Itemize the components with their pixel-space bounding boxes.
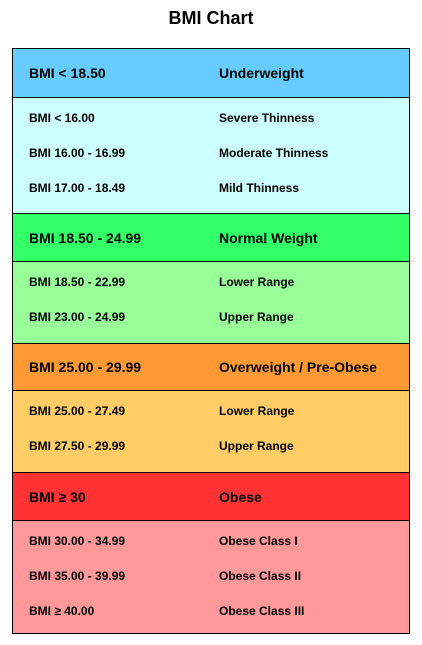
- row-range: BMI 35.00 - 39.99: [29, 568, 126, 583]
- row-category: Mild Thinness: [219, 180, 300, 195]
- row-range: BMI 17.00 - 18.49: [29, 180, 126, 195]
- group-body-normal: BMI 18.50 - 22.99 Lower Range BMI 23.00 …: [13, 262, 409, 344]
- row-category: Obese Class III: [219, 603, 305, 618]
- row-range: BMI 25.00 - 27.49: [29, 403, 126, 418]
- group-header-normal: BMI 18.50 - 24.99 Normal Weight: [13, 214, 409, 262]
- row-range: BMI 18.50 - 22.99: [29, 274, 126, 289]
- group-category: Obese: [219, 488, 262, 505]
- row-range: BMI 23.00 - 24.99: [29, 309, 126, 324]
- group-category: Normal Weight: [219, 229, 318, 246]
- table-row: BMI 30.00 - 34.99 Obese Class I: [13, 523, 409, 558]
- group-range: BMI 25.00 - 29.99: [29, 359, 142, 375]
- row-category: Obese Class I: [219, 533, 298, 548]
- table-row: BMI 23.00 - 24.99 Upper Range: [13, 299, 409, 334]
- group-header-overweight: BMI 25.00 - 29.99 Overweight / Pre-Obese: [13, 344, 409, 391]
- group-range: BMI ≥ 30: [29, 488, 86, 505]
- group-range: BMI < 18.50: [29, 65, 106, 81]
- table-row: BMI 16.00 - 16.99 Moderate Thinness: [13, 135, 409, 170]
- group-range: BMI 18.50 - 24.99: [29, 229, 142, 246]
- table-row: BMI 25.00 - 27.49 Lower Range: [13, 393, 409, 428]
- table-row: BMI 35.00 - 39.99 Obese Class II: [13, 558, 409, 593]
- group-header-underweight: BMI < 18.50 Underweight: [13, 49, 409, 98]
- table-row: BMI 27.50 - 29.99 Upper Range: [13, 428, 409, 463]
- row-range: BMI 30.00 - 34.99: [29, 533, 126, 548]
- table-row: BMI < 16.00 Severe Thinness: [13, 100, 409, 135]
- group-category: Overweight / Pre-Obese: [219, 359, 377, 375]
- row-category: Upper Range: [219, 438, 294, 453]
- row-category: Lower Range: [219, 274, 295, 289]
- group-body-underweight: BMI < 16.00 Severe Thinness BMI 16.00 - …: [13, 98, 409, 214]
- group-body-overweight: BMI 25.00 - 27.49 Lower Range BMI 27.50 …: [13, 391, 409, 473]
- row-range: BMI 16.00 - 16.99: [29, 145, 126, 160]
- group-header-obese: BMI ≥ 30 Obese: [13, 473, 409, 521]
- table-row: BMI 17.00 - 18.49 Mild Thinness: [13, 170, 409, 205]
- bmi-table: BMI < 18.50 Underweight BMI < 16.00 Seve…: [12, 48, 410, 634]
- row-category: Lower Range: [219, 403, 295, 418]
- table-row: BMI 18.50 - 22.99 Lower Range: [13, 264, 409, 299]
- table-row: BMI ≥ 40.00 Obese Class III: [13, 593, 409, 628]
- row-category: Severe Thinness: [219, 110, 315, 125]
- row-range: BMI ≥ 40.00: [29, 603, 95, 618]
- row-range: BMI < 16.00: [29, 110, 95, 125]
- row-category: Obese Class II: [219, 568, 302, 583]
- row-category: Moderate Thinness: [219, 145, 329, 160]
- row-range: BMI 27.50 - 29.99: [29, 438, 126, 453]
- group-category: Underweight: [219, 65, 304, 81]
- page-title: BMI Chart: [168, 8, 254, 28]
- row-category: Upper Range: [219, 309, 294, 324]
- group-body-obese: BMI 30.00 - 34.99 Obese Class I BMI 35.0…: [13, 521, 409, 633]
